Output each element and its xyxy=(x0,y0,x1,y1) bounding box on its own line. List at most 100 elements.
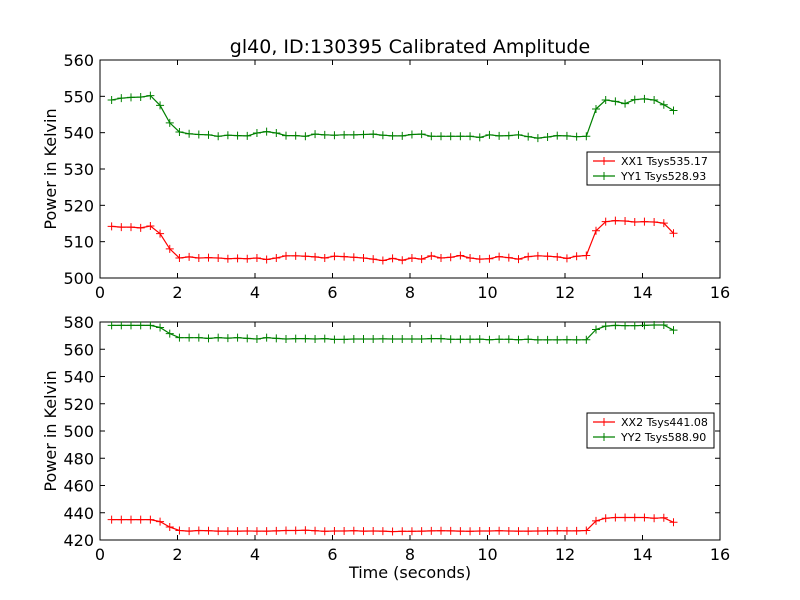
y-tick-label: 460 xyxy=(63,477,94,496)
y-tick-label: 520 xyxy=(63,395,94,414)
y-tick-label: 540 xyxy=(63,124,94,143)
data-point xyxy=(388,131,397,140)
data-point xyxy=(553,131,562,140)
data-point xyxy=(252,335,261,344)
data-point xyxy=(437,132,445,141)
y-axis-title: Power in Kelvin xyxy=(41,108,60,229)
data-point xyxy=(640,513,649,522)
data-point xyxy=(504,335,513,344)
data-point xyxy=(320,334,329,343)
data-point xyxy=(223,527,232,536)
data-point xyxy=(475,527,484,536)
data-point xyxy=(127,321,135,330)
data-point xyxy=(582,132,591,141)
data-point xyxy=(194,254,203,263)
data-point xyxy=(640,321,649,330)
series-2 xyxy=(107,91,678,143)
data-point xyxy=(165,523,174,532)
y-tick-label: 560 xyxy=(63,340,94,359)
legend-label: YY2 Tsys588.90 xyxy=(620,431,706,444)
data-point xyxy=(650,95,659,104)
data-point xyxy=(427,526,436,535)
x-tick-label: 16 xyxy=(710,545,730,564)
data-point xyxy=(194,130,203,139)
data-point xyxy=(282,131,290,140)
y-axis-title: Power in Kelvin xyxy=(41,370,60,491)
data-point xyxy=(378,334,387,343)
x-tick-label: 6 xyxy=(327,283,337,302)
series-2 xyxy=(107,320,678,344)
data-point xyxy=(611,216,620,225)
data-point xyxy=(330,335,339,344)
data-point xyxy=(252,527,261,536)
data-point xyxy=(659,219,668,228)
data-point xyxy=(301,132,310,141)
data-point xyxy=(204,253,213,262)
data-point xyxy=(504,253,513,262)
data-point xyxy=(495,252,504,261)
data-point xyxy=(243,527,252,536)
data-point xyxy=(369,335,378,344)
series-1 xyxy=(107,513,678,536)
data-point xyxy=(495,526,504,535)
data-point xyxy=(456,527,465,536)
data-point xyxy=(359,254,368,263)
data-point xyxy=(291,131,300,140)
legend-label: YY1 Tsys528.93 xyxy=(620,170,706,183)
data-point xyxy=(349,130,358,139)
y-tick-label: 560 xyxy=(63,51,94,70)
data-point xyxy=(369,255,378,264)
data-point xyxy=(204,130,213,139)
data-point xyxy=(407,130,416,139)
data-point xyxy=(669,518,678,527)
data-point xyxy=(223,334,232,343)
data-point xyxy=(582,251,591,260)
x-tick-label: 14 xyxy=(632,283,652,302)
data-point xyxy=(330,252,339,261)
data-point xyxy=(243,334,252,343)
data-point xyxy=(437,526,445,535)
data-point xyxy=(185,252,194,261)
data-point xyxy=(340,130,349,139)
data-point xyxy=(650,320,659,329)
data-point xyxy=(107,95,116,104)
chart-panels: 0 2 4 6 8 10 12 14 16500510520530540550560Power … xyxy=(41,51,730,582)
data-point xyxy=(311,252,320,261)
data-point xyxy=(320,527,329,536)
data-point xyxy=(524,132,533,141)
data-point xyxy=(475,133,484,142)
legend: XX1 Tsys535.17 YY1 Tsys528.93 xyxy=(586,151,721,186)
data-point xyxy=(601,217,610,226)
data-point xyxy=(669,106,678,115)
data-point xyxy=(475,335,484,344)
data-point xyxy=(107,515,116,524)
data-point xyxy=(272,254,281,263)
data-point xyxy=(601,322,610,331)
data-point xyxy=(601,514,610,523)
data-point xyxy=(524,527,533,536)
data-point xyxy=(446,335,455,344)
data-point xyxy=(466,132,475,141)
data-point xyxy=(291,334,300,343)
data-point xyxy=(524,335,533,344)
data-point xyxy=(320,254,329,263)
data-point xyxy=(223,254,232,263)
data-point xyxy=(252,129,261,138)
data-point xyxy=(582,526,591,535)
data-point xyxy=(572,252,581,261)
data-point xyxy=(533,134,542,143)
data-point xyxy=(214,132,223,141)
data-point xyxy=(543,526,552,535)
data-point xyxy=(543,133,552,142)
data-point xyxy=(456,251,465,260)
data-point xyxy=(359,527,368,536)
data-point xyxy=(214,254,223,263)
data-point xyxy=(165,118,174,127)
data-point xyxy=(156,323,165,332)
data-point xyxy=(262,127,271,136)
data-point xyxy=(456,132,465,141)
data-point xyxy=(514,255,523,264)
y-tick-label: 520 xyxy=(63,196,94,215)
data-point xyxy=(669,326,678,335)
